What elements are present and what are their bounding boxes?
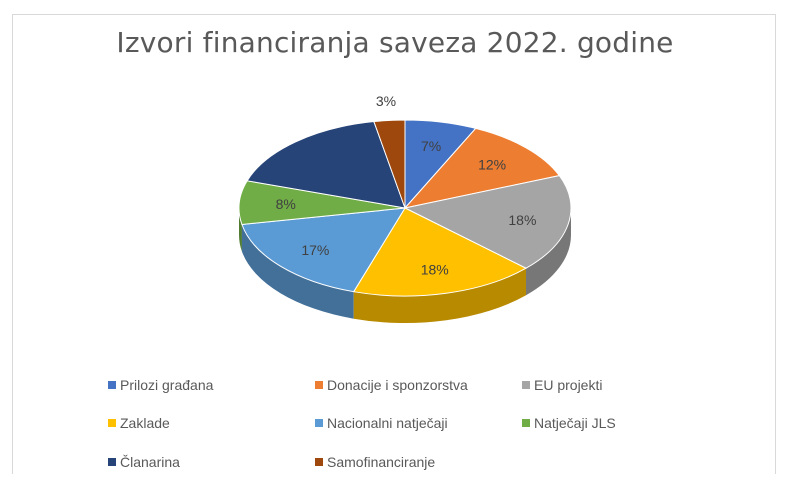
- legend-item-natjecaji-jls: Natječaji JLS: [522, 415, 616, 431]
- chart-title: Izvori financiranja saveza 2022. godine: [116, 26, 674, 59]
- data-label-eu-projekti: 18%: [508, 212, 536, 228]
- legend-item-eu-projekti: EU projekti: [522, 377, 602, 393]
- legend-label: Nacionalni natječaji: [327, 415, 448, 431]
- legend-swatch: [315, 419, 323, 427]
- legend-swatch: [315, 381, 323, 389]
- legend-swatch: [108, 458, 116, 466]
- pie-slice-donacije-i-sponzorstva: [403, 127, 561, 209]
- data-label-donacije-i-sponzorstva: 12%: [478, 157, 506, 173]
- data-label-zaklade: 18%: [421, 261, 449, 277]
- data-label-prilozi-gradana: 7%: [421, 138, 441, 154]
- data-label-nacionalni-natjecaji: 17%: [301, 242, 329, 258]
- pie-slice-nacionalni-natjecaji: [241, 207, 406, 293]
- legend-label: Članarina: [120, 454, 180, 470]
- legend-item-nacionalni-natjecaji: Nacionalni natječaji: [315, 415, 448, 431]
- legend-item-zaklade: Zaklade: [108, 415, 170, 431]
- legend-item-donacije-i-sponzorstva: Donacije i sponzorstva: [315, 377, 468, 393]
- legend-item-samofinanciranje: Samofinanciranje: [315, 454, 435, 470]
- pie-slice-zaklade: [352, 207, 528, 297]
- legend-item-prilozi-gradana: Prilozi građana: [108, 377, 213, 393]
- legend-swatch: [108, 381, 116, 389]
- pie-slice-samofinanciranje: [373, 119, 406, 209]
- legend-label: Samofinanciranje: [327, 454, 436, 470]
- legend-swatch: [522, 419, 530, 427]
- pie-side-zaklade: [353, 268, 527, 323]
- legend-label: Zaklade: [120, 415, 170, 431]
- legend-swatch: [315, 458, 323, 466]
- pie-slice-eu-projekti: [403, 175, 572, 269]
- legend-label: Donacije i sponzorstva: [327, 377, 468, 393]
- pie-side-natjecaji-jls: [239, 208, 242, 252]
- legend-swatch: [108, 419, 116, 427]
- pie-side-eu-projekti: [526, 208, 571, 296]
- pie-side-nacionalni-natjecaji: [241, 224, 354, 319]
- pie-slice-clanarina: [246, 121, 406, 209]
- legend-label: Prilozi građana: [120, 377, 214, 393]
- legend-label: EU projekti: [534, 377, 603, 393]
- data-label-natjecaji-jls: 8%: [276, 196, 296, 212]
- legend-item-clanarina: Članarina: [108, 454, 180, 470]
- legend-label: Natječaji JLS: [534, 415, 616, 431]
- data-label-samofinanciranje: 3%: [376, 93, 396, 109]
- legend-swatch: [522, 381, 530, 389]
